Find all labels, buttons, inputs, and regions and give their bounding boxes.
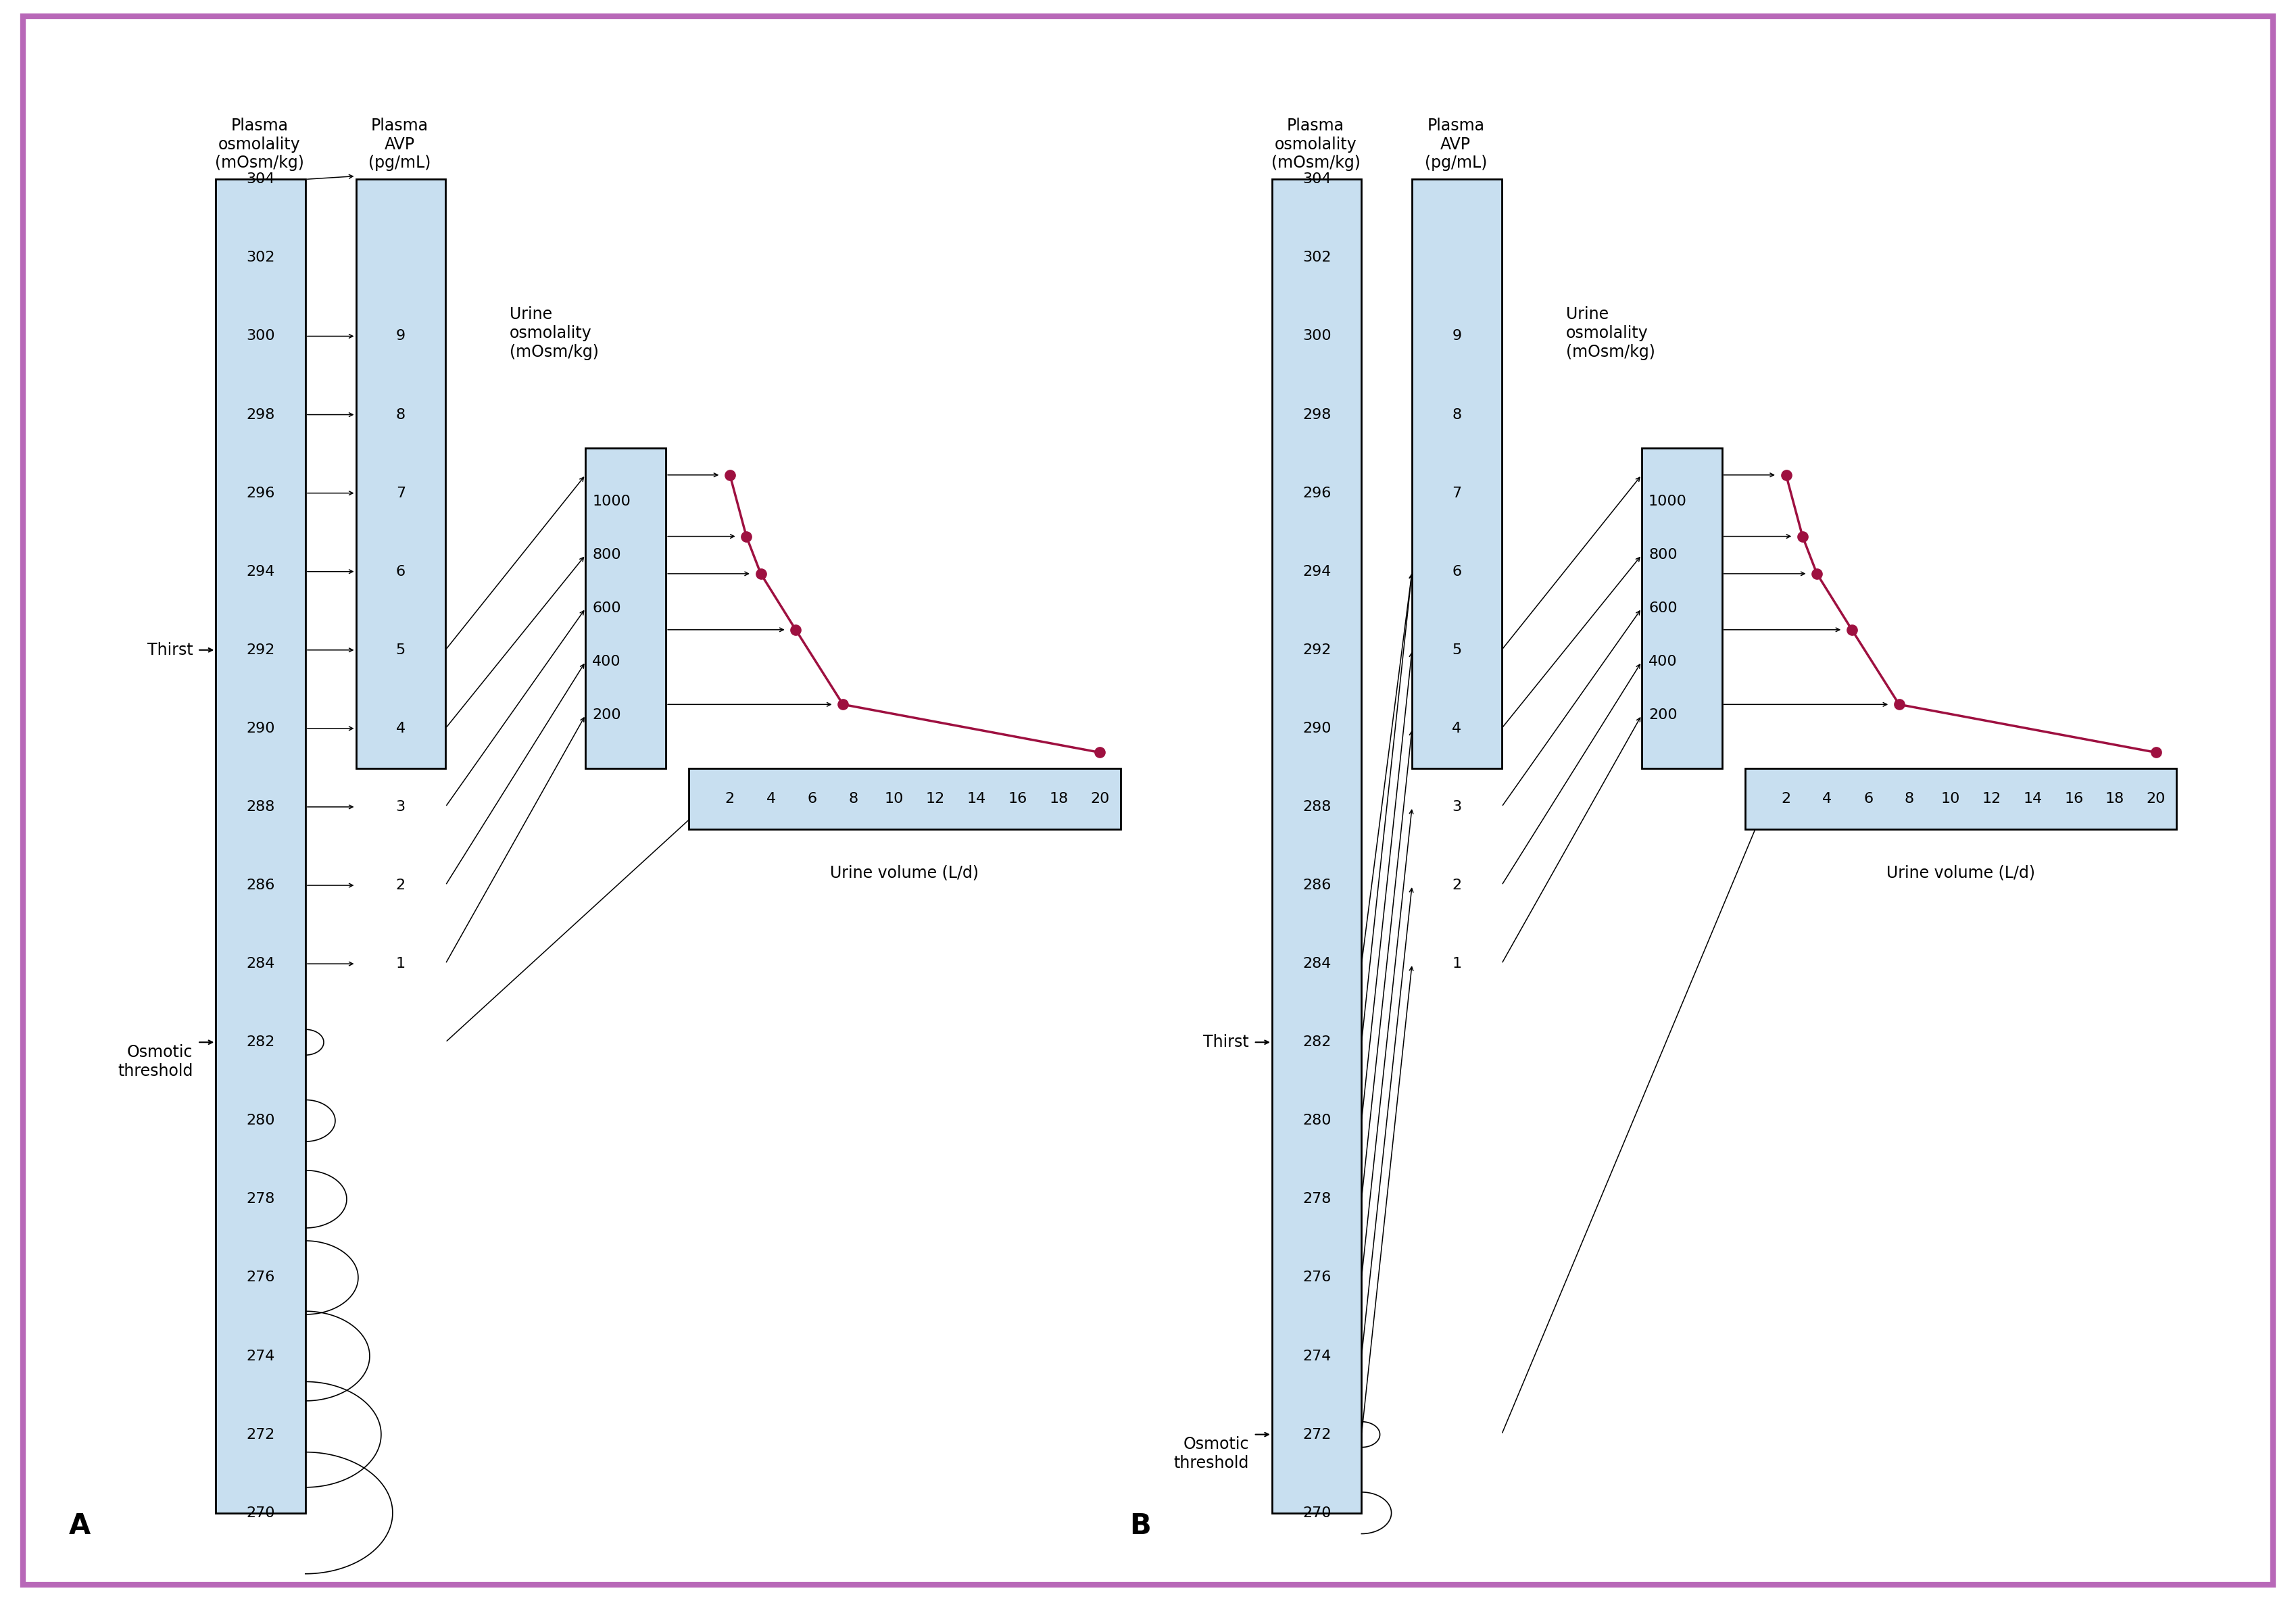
Text: Thirst: Thirst xyxy=(1203,1034,1249,1050)
Text: 800: 800 xyxy=(592,548,622,562)
Text: 294: 294 xyxy=(246,565,276,578)
Text: 14: 14 xyxy=(2023,792,2041,805)
Text: 8: 8 xyxy=(850,792,859,805)
Text: 4: 4 xyxy=(767,792,776,805)
Text: 286: 286 xyxy=(246,879,276,892)
Text: 296: 296 xyxy=(246,487,276,500)
Text: A: A xyxy=(69,1511,90,1540)
Text: 280: 280 xyxy=(246,1114,276,1127)
Text: 292: 292 xyxy=(246,644,276,656)
Text: 200: 200 xyxy=(592,708,622,722)
Text: 290: 290 xyxy=(1302,722,1332,735)
Text: 6: 6 xyxy=(395,565,406,578)
Text: 10: 10 xyxy=(884,792,905,805)
Text: Thirst: Thirst xyxy=(147,642,193,658)
Text: 2: 2 xyxy=(726,792,735,805)
Text: 276: 276 xyxy=(246,1271,276,1284)
Text: 3: 3 xyxy=(395,800,406,813)
Text: 1000: 1000 xyxy=(592,495,631,509)
Text: 278: 278 xyxy=(246,1193,276,1206)
Text: 298: 298 xyxy=(246,408,276,421)
Text: 290: 290 xyxy=(246,722,276,735)
Text: 298: 298 xyxy=(1302,408,1332,421)
Text: B: B xyxy=(1130,1511,1150,1540)
Text: Urine
osmolality
(mOsm/kg): Urine osmolality (mOsm/kg) xyxy=(1566,306,1655,360)
Text: 292: 292 xyxy=(1302,644,1332,656)
Text: 9: 9 xyxy=(1451,330,1463,343)
Text: 18: 18 xyxy=(2105,792,2124,805)
Text: 8: 8 xyxy=(395,408,406,421)
Text: 2: 2 xyxy=(1451,879,1463,892)
Text: Plasma
osmolality
(mOsm/kg): Plasma osmolality (mOsm/kg) xyxy=(1272,117,1359,171)
Text: 272: 272 xyxy=(246,1428,276,1441)
Text: 302: 302 xyxy=(246,251,276,264)
Text: 304: 304 xyxy=(1302,173,1332,186)
Text: 20: 20 xyxy=(2147,792,2165,805)
Text: 274: 274 xyxy=(246,1350,276,1362)
Text: 200: 200 xyxy=(1649,708,1678,722)
Text: 1: 1 xyxy=(395,957,406,970)
Text: 10: 10 xyxy=(1940,792,1961,805)
Text: 7: 7 xyxy=(1451,487,1463,500)
Text: 282: 282 xyxy=(246,1036,276,1049)
Text: Osmotic
threshold: Osmotic threshold xyxy=(1173,1436,1249,1471)
Text: 1: 1 xyxy=(1451,957,1463,970)
Text: 2: 2 xyxy=(395,879,406,892)
Text: 5: 5 xyxy=(395,644,406,656)
Text: 5: 5 xyxy=(1451,644,1463,656)
Text: 600: 600 xyxy=(1649,602,1678,615)
Text: Plasma
AVP
(pg/mL): Plasma AVP (pg/mL) xyxy=(1424,117,1488,171)
Text: 284: 284 xyxy=(1302,957,1332,970)
Text: 2: 2 xyxy=(1782,792,1791,805)
Text: 280: 280 xyxy=(1302,1114,1332,1127)
Text: 282: 282 xyxy=(1302,1036,1332,1049)
Text: 4: 4 xyxy=(1451,722,1463,735)
Text: 4: 4 xyxy=(395,722,406,735)
Text: 16: 16 xyxy=(1008,792,1026,805)
Text: 12: 12 xyxy=(925,792,946,805)
Text: 294: 294 xyxy=(1302,565,1332,578)
Text: 274: 274 xyxy=(1302,1350,1332,1362)
Text: 8: 8 xyxy=(1451,408,1463,421)
Text: 600: 600 xyxy=(592,602,622,615)
Text: 8: 8 xyxy=(1906,792,1915,805)
Text: 300: 300 xyxy=(1302,330,1332,343)
Text: Plasma
AVP
(pg/mL): Plasma AVP (pg/mL) xyxy=(367,117,432,171)
Text: 14: 14 xyxy=(967,792,985,805)
Text: 286: 286 xyxy=(1302,879,1332,892)
Text: Plasma
osmolality
(mOsm/kg): Plasma osmolality (mOsm/kg) xyxy=(216,117,303,171)
Text: 284: 284 xyxy=(246,957,276,970)
Text: 800: 800 xyxy=(1649,548,1678,562)
Text: Osmotic
threshold: Osmotic threshold xyxy=(117,1044,193,1079)
Text: 16: 16 xyxy=(2064,792,2082,805)
Text: 302: 302 xyxy=(1302,251,1332,264)
Text: 7: 7 xyxy=(395,487,406,500)
Text: 288: 288 xyxy=(1302,800,1332,813)
Text: 272: 272 xyxy=(1302,1428,1332,1441)
Text: 270: 270 xyxy=(246,1507,276,1519)
Text: 6: 6 xyxy=(1864,792,1874,805)
Text: Urine
osmolality
(mOsm/kg): Urine osmolality (mOsm/kg) xyxy=(510,306,599,360)
Text: 288: 288 xyxy=(246,800,276,813)
Text: 3: 3 xyxy=(1451,800,1463,813)
Text: 1000: 1000 xyxy=(1649,495,1688,509)
Text: 400: 400 xyxy=(592,655,622,669)
Text: Urine volume (L/d): Urine volume (L/d) xyxy=(1887,865,2034,881)
Text: 300: 300 xyxy=(246,330,276,343)
Text: 6: 6 xyxy=(1451,565,1463,578)
Text: 278: 278 xyxy=(1302,1193,1332,1206)
Text: 276: 276 xyxy=(1302,1271,1332,1284)
Text: 18: 18 xyxy=(1049,792,1068,805)
Text: 6: 6 xyxy=(808,792,817,805)
Text: 304: 304 xyxy=(246,173,276,186)
Text: Urine volume (L/d): Urine volume (L/d) xyxy=(831,865,978,881)
Text: 20: 20 xyxy=(1091,792,1109,805)
Text: 9: 9 xyxy=(395,330,406,343)
Text: 400: 400 xyxy=(1649,655,1678,669)
Text: 4: 4 xyxy=(1823,792,1832,805)
Text: 296: 296 xyxy=(1302,487,1332,500)
Text: 270: 270 xyxy=(1302,1507,1332,1519)
Text: 12: 12 xyxy=(1981,792,2002,805)
